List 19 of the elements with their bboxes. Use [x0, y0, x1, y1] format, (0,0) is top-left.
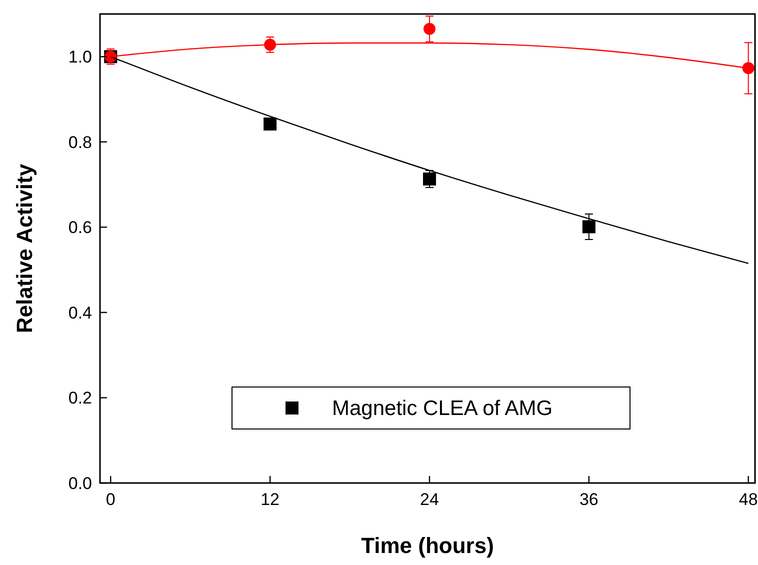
y-tick-label: 0.4 — [68, 303, 92, 322]
y-tick-label: 0.2 — [68, 388, 92, 408]
y-tick-label: 0.8 — [68, 132, 92, 152]
point — [264, 118, 277, 130]
x-tick-label: 12 — [260, 490, 280, 509]
x-tick-label: 36 — [579, 490, 598, 509]
point — [423, 22, 436, 35]
legend-label: Magnetic CLEA of AMG — [332, 397, 553, 420]
x-tick-label: 0 — [106, 490, 116, 509]
y-tick-label: 0.0 — [68, 474, 92, 493]
y-tick-label: 1.0 — [68, 48, 92, 67]
x-tick-label: 24 — [420, 490, 439, 509]
point — [422, 172, 436, 186]
point — [582, 220, 596, 234]
y-tick-label: 0.6 — [68, 218, 92, 238]
y-axis-title: Relative Activity — [12, 163, 37, 334]
x-axis-title: Time (hours) — [361, 533, 494, 558]
x-tick-label: 48 — [738, 490, 758, 509]
point — [742, 62, 754, 74]
